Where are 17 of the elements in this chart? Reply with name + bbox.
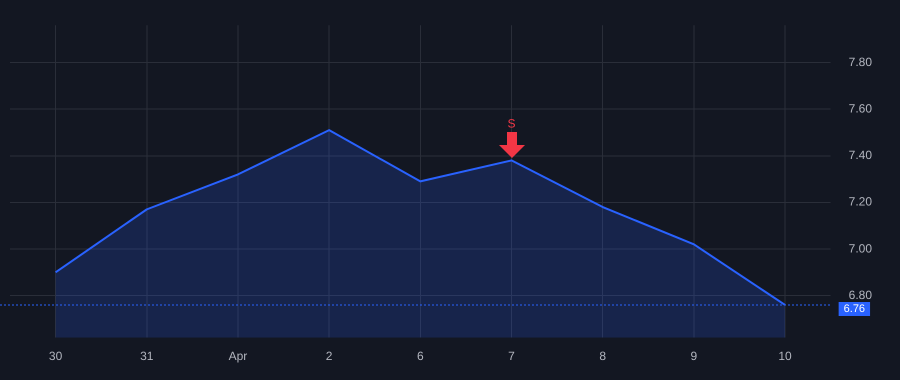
- x-tick-label: 2: [326, 349, 333, 364]
- y-tick-label: 7.00: [848, 241, 872, 256]
- x-tick-label: 6: [416, 349, 424, 364]
- x-tick-label: 9: [690, 349, 698, 364]
- x-tick-label: 8: [599, 349, 606, 364]
- x-tick-label: 31: [140, 349, 154, 364]
- y-tick-label: 7.20: [848, 194, 872, 209]
- y-tick-label: 7.40: [848, 148, 872, 162]
- x-tick-label: 7: [508, 349, 516, 364]
- x-tick-label: 30: [48, 349, 63, 364]
- y-tick-label: 6.80: [848, 288, 872, 302]
- y-tick-label: 7.80: [848, 54, 872, 69]
- x-tick-label: Apr: [228, 349, 248, 364]
- x-tick-label: 10: [778, 349, 792, 364]
- annotation: S: [507, 116, 516, 131]
- y-tick-label: 7.60: [848, 101, 872, 116]
- ref-line-label: 6.76: [844, 302, 866, 315]
